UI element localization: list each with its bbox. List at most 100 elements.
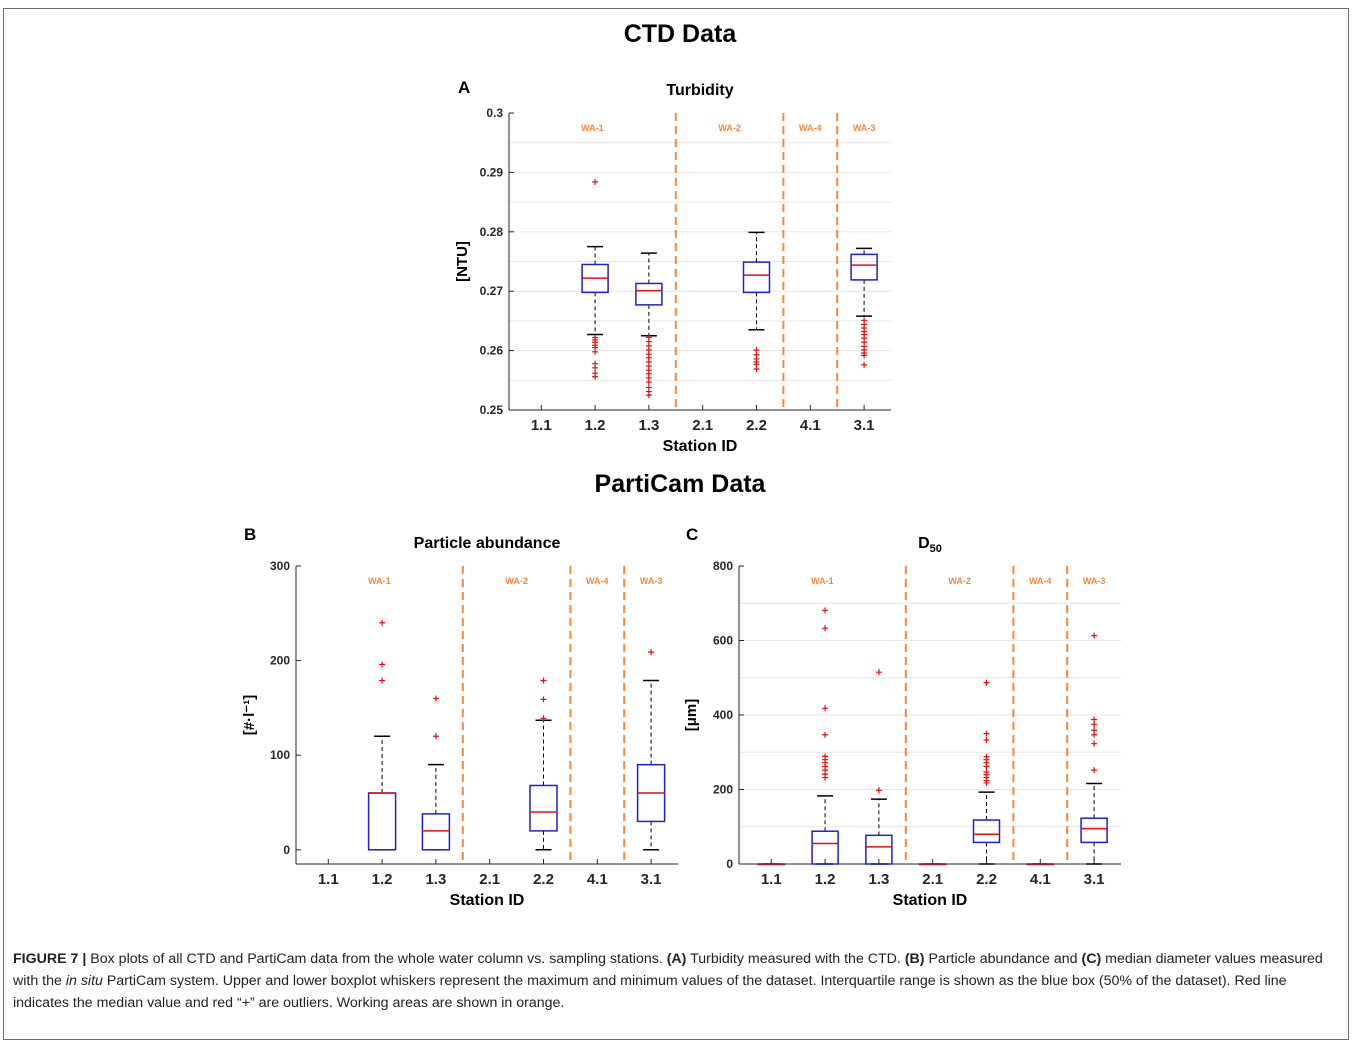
outlier-marker — [432, 695, 439, 702]
x-tick-label: 2.2 — [746, 417, 767, 434]
outlier-marker — [875, 669, 882, 676]
chart-title: Turbidity — [666, 82, 733, 99]
y-tick-label: 800 — [713, 559, 733, 573]
iqr-box — [635, 282, 663, 306]
outlier-marker — [592, 178, 599, 185]
x-tick-label: 2.2 — [976, 871, 997, 888]
iqr-box — [850, 253, 878, 281]
outlier-marker — [822, 625, 829, 632]
box-2.2 — [972, 679, 1001, 865]
working-area-label: WA-1 — [811, 576, 834, 586]
x-tick-label: 1.2 — [815, 871, 836, 888]
iqr-box — [972, 819, 1001, 844]
caption-text: Turbidity measured with the CTD. — [686, 951, 905, 967]
x-tick-label: 4.1 — [587, 871, 608, 888]
working-area-label: WA-4 — [1029, 576, 1052, 586]
outlier-marker — [540, 715, 547, 722]
chart-c: 0 200 400 600 800 1.1 1.2 1.3 2.1 2.2 4.1 3.1 WA-1 WA… — [683, 535, 1121, 909]
x-tick-label: 1.3 — [868, 871, 889, 888]
x-tick-label: 1.3 — [425, 871, 446, 888]
iqr-box — [811, 830, 839, 865]
chart-title-subscript: 50 — [930, 543, 942, 555]
outlier-marker — [540, 677, 547, 684]
outlier-marker — [1091, 632, 1098, 639]
particam-heading: PartiCam Data — [594, 470, 766, 498]
x-tick-label: 3.1 — [641, 871, 662, 888]
outlier-marker — [861, 352, 868, 359]
outlier-marker — [379, 661, 386, 668]
working-area-label: WA-2 — [505, 576, 528, 586]
x-tick-label: 2.1 — [922, 871, 943, 888]
figure-charts: 0.25 0.26 0.27 0.28 0.29 0.3 1.1 1.2 1.3 2.1 2.2 4.… — [241, 82, 1121, 909]
y-tick-label: 0.29 — [480, 165, 504, 179]
ctd-heading: CTD Data — [623, 20, 737, 48]
x-tick-label: 1.2 — [585, 417, 606, 434]
outlier-marker — [645, 379, 652, 386]
box-1.3 — [421, 695, 451, 851]
box-1.2 — [581, 178, 609, 380]
figure-caption: FIGURE 7 | Box plots of all CTD and Part… — [13, 948, 1341, 1014]
box-2.2 — [742, 231, 771, 373]
panel-letter-b: B — [244, 525, 257, 544]
panel-letter-a: A — [458, 78, 471, 97]
outlier-marker — [1091, 731, 1098, 738]
outlier-marker — [753, 366, 760, 373]
y-tick-label: 400 — [713, 708, 733, 722]
y-tick-label: 300 — [270, 559, 290, 573]
box-1.1 — [757, 863, 786, 866]
iqr-box — [742, 261, 771, 294]
panel-letter-c: C — [686, 525, 699, 544]
y-axis-label: [#·l⁻¹] — [241, 695, 258, 735]
iqr-box — [421, 813, 451, 851]
chart-a: 0.25 0.26 0.27 0.28 0.29 0.3 1.1 1.2 1.3 2.1 2.2 4.… — [454, 82, 891, 455]
caption-ref-a: (A) — [666, 951, 687, 967]
box-3.1 — [1080, 632, 1108, 865]
caption-text: Box plots of all CTD and PartiCam data f… — [86, 951, 667, 967]
y-axis-label: [NTU] — [454, 241, 471, 282]
x-tick-label: 2.1 — [692, 417, 713, 434]
y-axis-label: [μm] — [683, 699, 700, 732]
box-3.1 — [850, 247, 878, 368]
chart-b: 0 100 200 300 1.1 1.2 1.3 2.1 2.2 4.1 3.1 WA-1 WA-2 W… — [241, 535, 678, 909]
caption-text: median diameter values measured with the — [13, 951, 1323, 989]
outlier-marker — [592, 348, 599, 355]
working-area-label: WA-3 — [853, 123, 876, 133]
y-tick-label: 0.28 — [480, 225, 504, 239]
iqr-box — [529, 784, 558, 832]
chart-title: Particle abundance — [414, 535, 561, 552]
y-tick-label: 0 — [283, 843, 290, 857]
outlier-marker — [648, 649, 655, 656]
x-tick-label: 3.1 — [854, 417, 875, 434]
chart-title: D50 — [918, 535, 942, 555]
outlier-marker — [645, 392, 652, 399]
y-tick-label: 100 — [270, 748, 290, 762]
outlier-marker — [875, 787, 882, 794]
working-area-label: WA-3 — [1083, 576, 1106, 586]
outlier-marker — [983, 779, 990, 786]
outlier-marker — [983, 763, 990, 770]
outlier-marker — [1091, 721, 1098, 728]
outlier-marker — [379, 619, 386, 626]
figure-frame — [3, 8, 1349, 1040]
caption-italic: in situ — [65, 973, 103, 989]
caption-label: FIGURE 7 | — [13, 951, 87, 967]
caption-ref-c: (C) — [1081, 951, 1102, 967]
outlier-marker — [379, 677, 386, 684]
x-tick-label: 1.2 — [372, 871, 393, 888]
x-axis-label: Station ID — [893, 892, 968, 909]
iqr-box — [1080, 817, 1108, 844]
outlier-marker — [822, 774, 829, 781]
box-1.2 — [811, 607, 839, 865]
y-tick-label: 200 — [713, 783, 733, 797]
outlier-marker — [861, 361, 868, 368]
working-area-label: WA-4 — [586, 576, 609, 586]
y-tick-label: 600 — [713, 634, 733, 648]
caption-ref-b: (B) — [904, 951, 925, 967]
outlier-marker — [822, 705, 829, 712]
y-tick-label: 0 — [726, 857, 733, 871]
x-tick-label: 1.1 — [531, 417, 552, 434]
x-tick-label: 1.3 — [638, 417, 659, 434]
outlier-marker — [822, 731, 829, 738]
x-tick-label: 4.1 — [800, 417, 821, 434]
caption-text: Particle abundance and — [924, 951, 1082, 967]
